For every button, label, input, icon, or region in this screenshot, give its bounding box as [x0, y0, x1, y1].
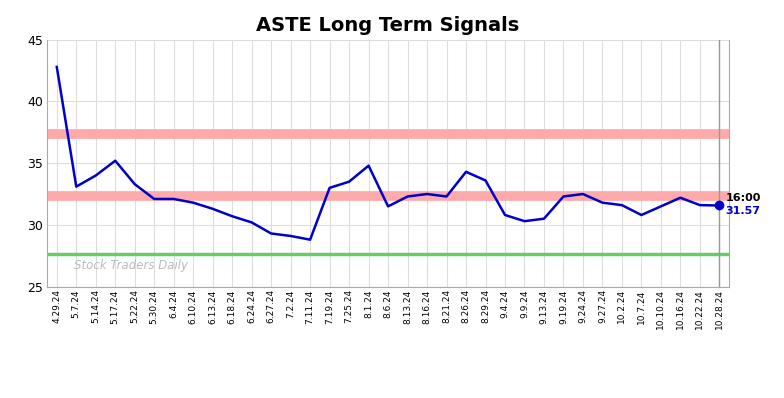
Title: ASTE Long Term Signals: ASTE Long Term Signals	[256, 16, 520, 35]
Text: 16:00: 16:00	[725, 193, 760, 203]
Text: Stock Traders Daily: Stock Traders Daily	[74, 259, 188, 272]
Text: 31.57: 31.57	[725, 206, 760, 216]
Point	[713, 202, 726, 209]
